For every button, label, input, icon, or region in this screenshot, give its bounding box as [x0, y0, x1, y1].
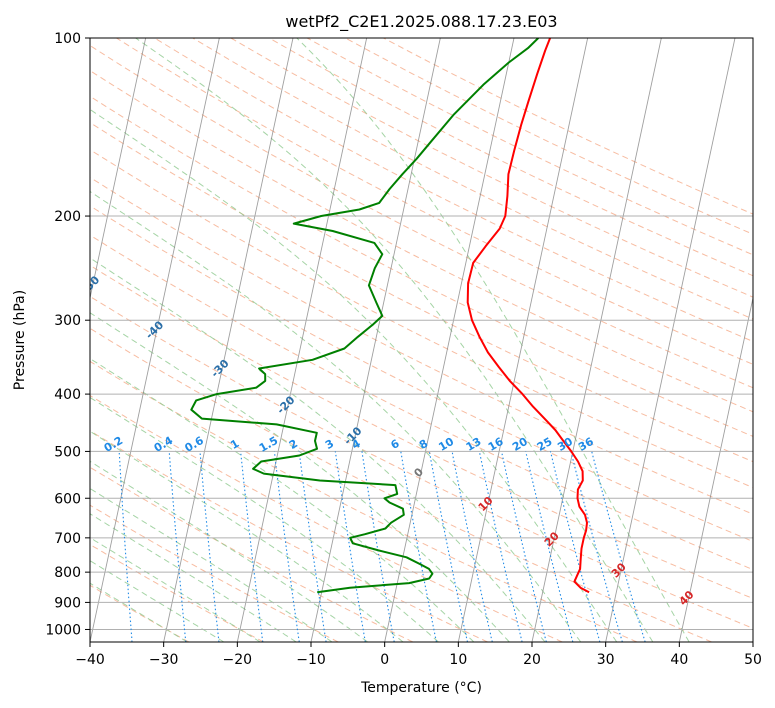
x-axis-label: Temperature (°C) — [360, 680, 482, 696]
plot-area: 0.10.20.40.611.52346810131620253036-100-… — [90, 38, 753, 642]
moist-adiabat-line — [90, 357, 475, 642]
moist-adiabat-line — [90, 430, 404, 642]
dry-adiabat-line — [90, 295, 753, 629]
moist-adiabat-line — [135, 38, 654, 642]
dry-adiabat-line — [90, 122, 753, 463]
x-tick-label: −30 — [149, 652, 179, 668]
isotherm-line — [310, 38, 441, 642]
mixing-ratio-line — [199, 451, 220, 642]
dry-adiabat-line — [90, 327, 712, 642]
y-tick-label: 100 — [54, 31, 81, 47]
x-tick-label: 50 — [744, 652, 762, 668]
y-tick-label: 1000 — [45, 622, 81, 638]
dry-adiabat-line — [90, 360, 638, 642]
x-tick-label: 30 — [597, 652, 615, 668]
moist-adiabat-line — [90, 487, 333, 642]
dry-adiabat-line — [90, 264, 753, 600]
isotherm-line — [457, 38, 589, 642]
mixing-ratio-lines — [118, 451, 646, 642]
mixing-ratio-line — [525, 451, 574, 642]
isotherm-line — [678, 295, 753, 642]
moist-adiabat-line — [296, 38, 690, 642]
y-tick-label: 500 — [54, 444, 81, 460]
y-tick-label: 800 — [54, 565, 81, 581]
profile-lines — [190, 38, 590, 594]
dry-adiabat-line — [90, 205, 753, 543]
x-tick-label: −20 — [223, 652, 253, 668]
moist-adiabat-line — [90, 396, 439, 642]
moist-adiabat-line — [90, 460, 368, 642]
y-tick-label: 200 — [54, 209, 81, 225]
mixing-ratio-line — [428, 451, 469, 642]
x-tick-label: 20 — [523, 652, 541, 668]
mixing-ratio-line — [451, 451, 493, 642]
y-axis-ticks: 100 200 300 400 500 600 700 800 900 1000 — [45, 31, 90, 638]
isotherm-line — [605, 38, 736, 642]
isotherm-line — [90, 38, 220, 642]
isotherm-line — [236, 38, 368, 642]
moist-adiabat-line — [90, 257, 546, 642]
isotherms — [90, 38, 753, 642]
y-tick-label: 400 — [54, 387, 81, 403]
isotherm-line — [163, 38, 294, 642]
dry-adiabat-line — [116, 38, 753, 365]
dry-adiabat-line — [90, 176, 753, 515]
moist-adiabats — [90, 38, 690, 642]
dry-adiabat-line — [90, 584, 190, 642]
mixing-ratio-line — [273, 451, 300, 642]
mixing-ratio-line — [570, 451, 623, 642]
moist-adiabat-line — [90, 537, 261, 642]
x-tick-label: 10 — [449, 652, 467, 668]
y-tick-label: 900 — [54, 595, 81, 611]
mixing-ratio-line — [240, 451, 264, 642]
dry-adiabat-line — [90, 466, 414, 642]
moist-adiabat-line — [90, 190, 582, 642]
pressure-gridlines — [90, 38, 753, 630]
mixing-ratio-line — [591, 451, 646, 642]
dry-adiabat-line — [154, 38, 753, 343]
mixing-ratio-line — [334, 451, 366, 642]
moist-adiabat-line — [90, 560, 225, 642]
x-tick-label: −10 — [296, 652, 326, 668]
x-axis-ticks: −40 −30 −20 −10 0 10 20 30 40 50 — [75, 642, 762, 668]
y-tick-label: 300 — [54, 313, 81, 329]
x-tick-label: −40 — [75, 652, 105, 668]
temperature-profile-line — [466, 38, 590, 594]
isotherm-line — [90, 38, 147, 301]
moist-adiabat-line — [90, 108, 618, 642]
plot-frame — [89, 37, 754, 643]
mixing-ratio-line — [549, 451, 601, 642]
x-tick-label: 0 — [380, 652, 389, 668]
x-tick-label: 40 — [670, 652, 688, 668]
moist-adiabat-line — [90, 312, 510, 642]
dry-adiabat-line — [90, 504, 339, 642]
y-tick-label: 600 — [54, 491, 81, 507]
mixing-ratio-line — [500, 451, 547, 642]
y-axis-label: Pressure (hPa) — [12, 290, 28, 390]
chart-title: wetPf2_C2E1.2025.088.17.23.E03 — [285, 12, 557, 32]
mixing-ratio-line — [298, 451, 327, 642]
dry-adiabat-line — [90, 95, 753, 437]
y-tick-label: 700 — [54, 531, 81, 547]
mixing-ratio-line — [478, 451, 523, 642]
isotherm-line — [384, 38, 515, 642]
mixing-ratio-line — [168, 451, 187, 642]
dewpoint-profile-line — [190, 38, 540, 594]
moist-adiabat-line — [90, 582, 188, 642]
isotherm-line — [531, 38, 662, 642]
dry-adiabat-line — [230, 38, 753, 298]
dry-adiabat-line — [90, 394, 563, 642]
